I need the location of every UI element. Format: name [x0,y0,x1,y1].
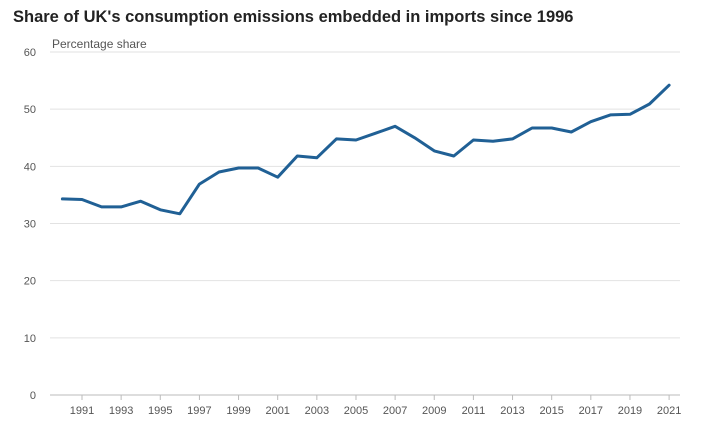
x-tick-label: 2007 [383,405,407,417]
x-tick-label: 2013 [500,405,524,417]
x-tick-label: 2001 [265,405,289,417]
y-tick-label: 60 [24,47,36,59]
x-tick-label: 2021 [657,405,681,417]
x-tick-label: 2017 [579,405,603,417]
x-tick-label: 2009 [422,405,446,417]
x-tick-label: 1997 [187,405,211,417]
x-tick-label: 2003 [305,405,329,417]
y-tick-label: 20 [24,276,36,288]
x-tick-label: 2019 [618,405,642,417]
y-tick-label: 10 [24,333,36,345]
x-tick-label: 1995 [148,405,172,417]
y-tick-label: 30 [24,219,36,231]
x-tick-label: 1991 [70,405,94,417]
x-tick-label: 2011 [462,405,486,417]
x-tick-label: 1993 [109,405,133,417]
y-tick-label: 40 [24,161,36,173]
series-line [60,83,671,216]
x-tick-label: 2015 [539,405,563,417]
chart-title: Share of UK's consumption emissions embe… [13,8,574,26]
y-tick-label: 50 [24,104,36,116]
y-tick-label: 0 [30,390,36,402]
y-axis-label: Percentage share [52,37,147,51]
x-tick-label: 2005 [344,405,368,417]
x-tick-label: 1999 [226,405,250,417]
